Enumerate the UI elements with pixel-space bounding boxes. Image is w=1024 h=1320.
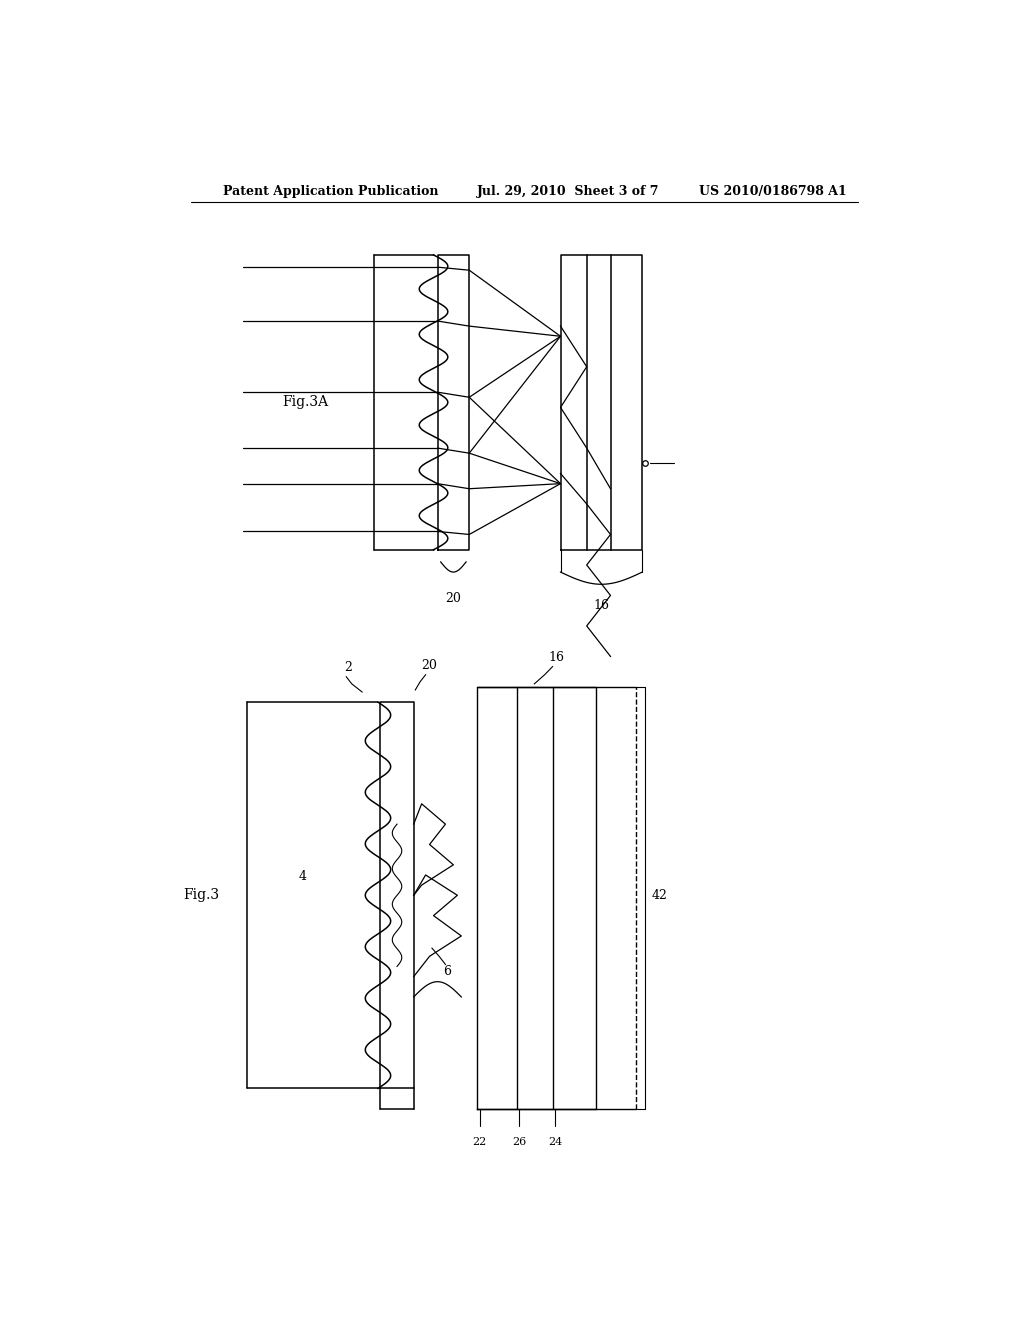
Text: 16: 16 [549,651,564,664]
Text: Fig.3: Fig.3 [183,888,220,903]
Text: 20: 20 [422,659,437,672]
Text: 4: 4 [299,870,306,883]
Text: Jul. 29, 2010  Sheet 3 of 7: Jul. 29, 2010 Sheet 3 of 7 [477,185,659,198]
Text: 26: 26 [512,1138,526,1147]
Text: 2: 2 [345,661,352,673]
Text: Patent Application Publication: Patent Application Publication [223,185,438,198]
Text: Fig.3A: Fig.3A [283,395,329,409]
Text: US 2010/0186798 A1: US 2010/0186798 A1 [699,185,847,198]
Text: 6: 6 [443,965,451,978]
Text: 20: 20 [445,593,462,606]
Text: 16: 16 [593,598,609,611]
Text: 22: 22 [472,1138,486,1147]
Text: 42: 42 [652,888,668,902]
Text: 24: 24 [548,1138,562,1147]
